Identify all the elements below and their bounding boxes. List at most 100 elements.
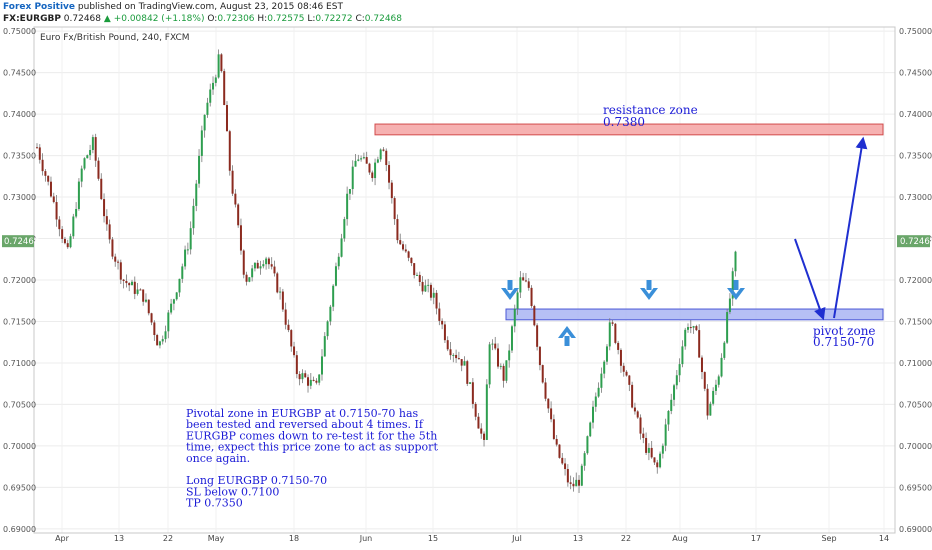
marker-head [558, 326, 576, 338]
y-tick-label-right: 0.74000 [899, 110, 932, 119]
candle-body [527, 281, 530, 288]
candle-body [413, 263, 416, 276]
candle-body [399, 240, 402, 245]
y-tick-label-left: 0.71000 [3, 359, 36, 368]
candle-body [337, 256, 340, 267]
candle-body [279, 291, 282, 293]
candle-body [136, 289, 139, 294]
candle-body [346, 193, 349, 220]
candle-body [270, 264, 273, 267]
candle-body [393, 198, 396, 220]
candle-body [656, 462, 659, 468]
candle-body [510, 326, 513, 351]
candle-body [617, 342, 620, 350]
candle-body [550, 408, 553, 420]
y-tick-label-left: 0.72000 [3, 276, 36, 285]
candle-body [564, 463, 567, 470]
candle-body [633, 407, 636, 412]
candle-body [304, 373, 307, 378]
candle-body [172, 299, 175, 304]
candle-body [628, 375, 631, 385]
candle-body [195, 183, 198, 206]
candles-layer [36, 49, 737, 493]
plot-area-border [33, 26, 896, 534]
candle-body [89, 149, 92, 156]
candle-body [605, 346, 608, 362]
candle-body [474, 403, 477, 417]
candle-body [429, 284, 432, 298]
candle-body [407, 251, 410, 258]
candle-body [466, 361, 469, 384]
candle-body [497, 348, 500, 367]
price-chart[interactable]: Euro Fx/British Pound, 240, FXCM 0.75000… [0, 26, 932, 550]
candle-body [471, 382, 474, 404]
candle-body [452, 354, 455, 356]
pivot-zone [505, 308, 884, 321]
candle-body [558, 444, 561, 458]
trade-note-line: EURGBP comes down to re-test it for the … [186, 429, 437, 442]
close-label: C: [355, 14, 365, 24]
candle-body [217, 54, 220, 78]
high-label: H: [257, 14, 268, 24]
candle-body [639, 417, 642, 434]
y-tick-label-left: 0.74500 [3, 69, 36, 78]
candle-body [706, 388, 709, 416]
last-price-tag-left [2, 235, 34, 248]
candle-body [687, 327, 690, 330]
candle-body [700, 357, 703, 373]
candle-body [66, 243, 69, 248]
candle-body [734, 251, 737, 272]
candle-body [248, 277, 251, 282]
y-tick-label-left: 0.70500 [3, 400, 36, 409]
candle-body [94, 137, 97, 161]
candle-body [457, 358, 460, 360]
trade-note-line: SL below 0.7100 [186, 485, 279, 498]
change-arrow-icon: ▲ [103, 14, 111, 24]
candle-body [728, 298, 731, 313]
candle-body [231, 170, 234, 194]
candle-body [61, 229, 64, 239]
symbol-label[interactable]: FX:EURGBP [3, 14, 61, 24]
y-tick-label-right: 0.73000 [899, 193, 932, 202]
y-tick-label-left: 0.69000 [3, 525, 36, 534]
candle-body [491, 343, 494, 345]
candle-body [712, 390, 715, 404]
chart-grid [34, 27, 895, 533]
candle-body [142, 289, 145, 302]
y-tick-label-right: 0.73500 [899, 152, 932, 161]
candle-body [128, 283, 131, 286]
candle-body [371, 172, 374, 179]
candle-body [225, 105, 228, 132]
x-tick-label: 17 [751, 534, 761, 543]
candle-body [650, 447, 653, 458]
candle-body [348, 189, 351, 194]
pivot-zone-value: 0.7150-70 [813, 335, 874, 349]
publisher-link[interactable]: Forex Positive [3, 2, 76, 12]
candle-body [524, 280, 527, 282]
candle-body [326, 321, 329, 337]
candle-body [220, 54, 223, 72]
y-tick-label-left: 0.73500 [3, 152, 36, 161]
candle-body [390, 182, 393, 199]
candle-body [267, 258, 270, 265]
up-arrow-icon [558, 326, 576, 346]
candle-body [334, 266, 337, 286]
trade-note-line: Pivotal zone in EURGBP at 0.7150-70 has [186, 407, 419, 420]
y-tick-label-right: 0.74500 [899, 69, 932, 78]
candle-body [670, 399, 673, 412]
candle-body [228, 131, 231, 171]
published-text: published on TradingView.com, August 23,… [77, 2, 343, 12]
candle-body [38, 147, 41, 160]
candle-body [530, 287, 533, 307]
candle-body [144, 299, 147, 302]
candle-body [253, 262, 256, 269]
candle-body [44, 171, 47, 176]
marker-head [640, 288, 658, 300]
candle-body [547, 398, 550, 409]
x-tick-label: 22 [621, 534, 631, 543]
candle-body [212, 82, 215, 90]
candle-body [167, 312, 170, 332]
y-tick-label-left: 0.70000 [3, 442, 36, 451]
candle-body [552, 419, 555, 439]
candle-body [410, 257, 413, 264]
